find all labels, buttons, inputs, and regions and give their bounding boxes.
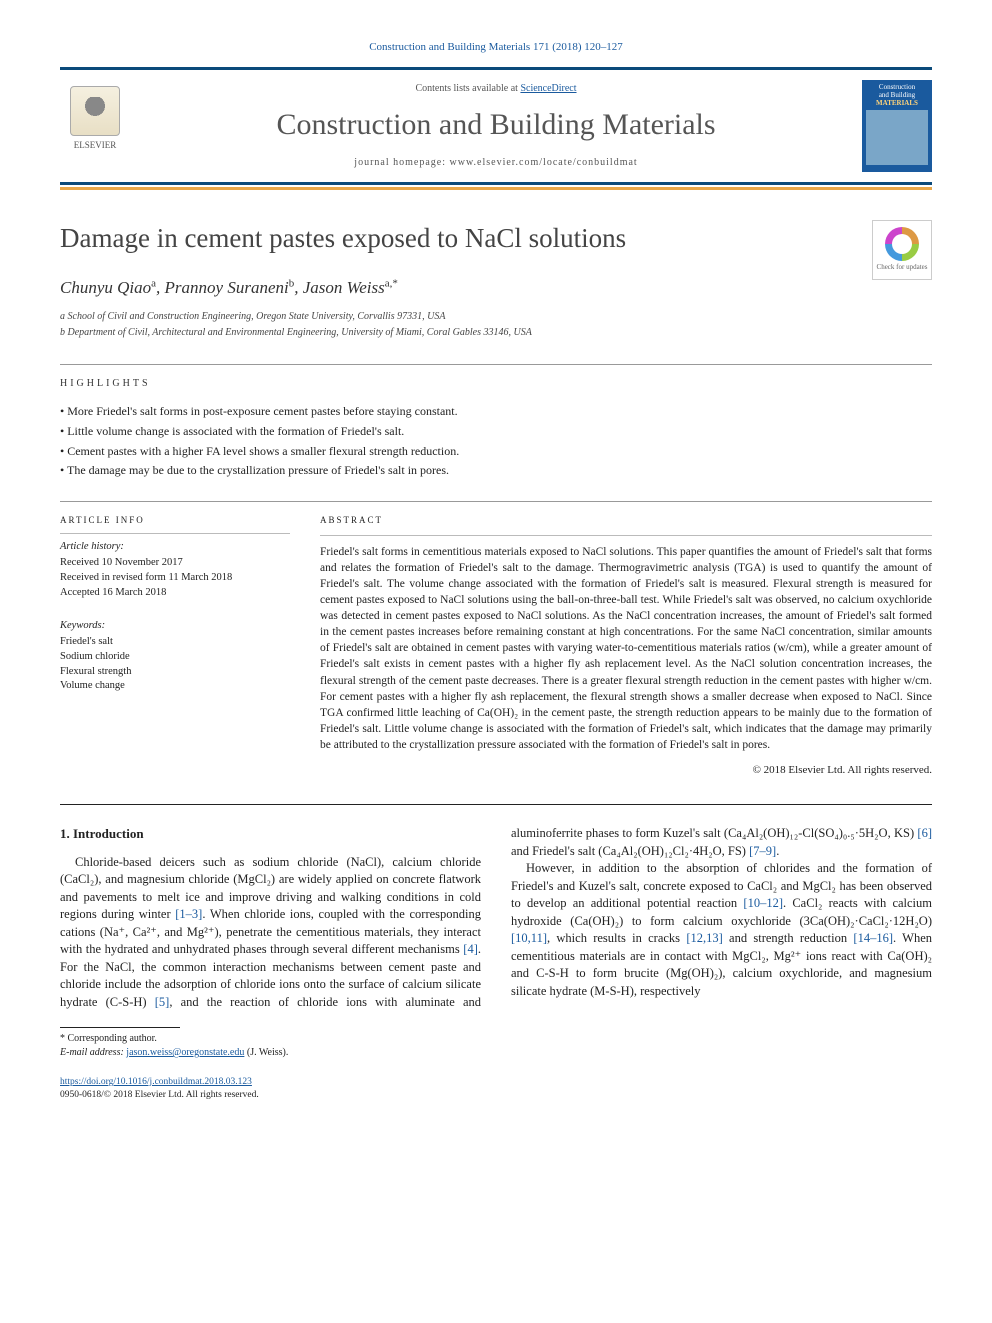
journal-homepage-line: journal homepage: www.elsevier.com/locat…: [130, 156, 862, 170]
author-2-marks: b: [289, 278, 295, 290]
article-info-heading: ARTICLE INFO: [60, 514, 290, 527]
journal-name: Construction and Building Materials: [130, 104, 862, 146]
ref-link[interactable]: [6]: [917, 826, 932, 840]
keywords-heading: Keywords:: [60, 619, 290, 634]
journal-header: ELSEVIER Contents lists available at Sci…: [60, 67, 932, 185]
article-info-column: ARTICLE INFO Article history: Received 1…: [60, 514, 290, 778]
history-line: Accepted 16 March 2018: [60, 586, 290, 601]
highlight-item: The damage may be due to the crystalliza…: [60, 462, 932, 479]
intro-text: and Friedel's salt (Ca₄Al₂(OH)₁₂Cl₂·4H₂O…: [511, 844, 749, 858]
ref-link[interactable]: [10–12]: [743, 896, 783, 910]
check-updates-label: Check for updates: [877, 263, 928, 273]
elsevier-logo: ELSEVIER: [60, 86, 130, 166]
highlight-item: More Friedel's salt forms in post-exposu…: [60, 403, 932, 420]
highlight-item: Cement pastes with a higher FA level sho…: [60, 443, 932, 460]
contents-prefix: Contents lists available at: [415, 83, 520, 94]
body-rule: [60, 804, 932, 805]
keyword: Friedel's salt: [60, 635, 290, 650]
keyword: Flexural strength: [60, 665, 290, 680]
body-text: 1. Introduction Chloride-based deicers s…: [60, 825, 932, 1011]
info-rule: [60, 533, 290, 534]
highlight-item: Little volume change is associated with …: [60, 423, 932, 440]
history-line: Received 10 November 2017: [60, 556, 290, 571]
cover-image-placeholder: [866, 110, 928, 165]
ref-link[interactable]: [5]: [155, 995, 170, 1009]
email-author: (J. Weiss).: [244, 1047, 288, 1058]
author-1: Chunyu Qiao: [60, 278, 151, 297]
ref-link[interactable]: [12,13]: [686, 931, 722, 945]
check-updates-badge[interactable]: Check for updates: [872, 220, 932, 280]
corresponding-email-link[interactable]: jason.weiss@oregonstate.edu: [126, 1047, 244, 1058]
publisher-name: ELSEVIER: [74, 139, 117, 152]
abstract-text: Friedel's salt forms in cementitious mat…: [320, 544, 932, 753]
section-rule: [60, 501, 932, 502]
abstract-heading: ABSTRACT: [320, 514, 932, 527]
author-3-marks: a,*: [385, 278, 398, 290]
orange-rule: [60, 187, 932, 190]
abstract-column: ABSTRACT Friedel's salt forms in cementi…: [320, 514, 932, 778]
author-2: Prannoy Suraneni: [165, 278, 289, 297]
abstract-rule: [320, 535, 932, 536]
sciencedirect-link[interactable]: ScienceDirect: [520, 83, 576, 94]
history-heading: Article history:: [60, 540, 290, 555]
ref-link[interactable]: [14–16]: [853, 931, 893, 945]
paper-title: Damage in cement pastes exposed to NaCl …: [60, 220, 872, 258]
ref-link[interactable]: [1–3]: [175, 907, 202, 921]
crossmark-ring-icon: [885, 227, 919, 261]
elsevier-tree-icon: [70, 86, 120, 136]
highlights-section: HIGHLIGHTS More Friedel's salt forms in …: [60, 377, 932, 479]
intro-text: .: [776, 844, 779, 858]
contents-available-line: Contents lists available at ScienceDirec…: [130, 82, 862, 96]
highlights-heading: HIGHLIGHTS: [60, 377, 932, 391]
intro-text: , which results in cracks: [547, 931, 686, 945]
doi-link[interactable]: https://doi.org/10.1016/j.conbuildmat.20…: [60, 1077, 252, 1087]
email-line: E-mail address: jason.weiss@oregonstate.…: [60, 1046, 932, 1060]
affiliation-b: b Department of Civil, Architectural and…: [60, 326, 872, 340]
footnote-rule: [60, 1027, 180, 1028]
email-label: E-mail address:: [60, 1047, 126, 1058]
ref-link[interactable]: [10,11]: [511, 931, 547, 945]
history-line: Received in revised form 11 March 2018: [60, 571, 290, 586]
section-rule: [60, 364, 932, 365]
introduction-heading: 1. Introduction: [60, 825, 481, 843]
intro-paragraph-2: However, in addition to the absorption o…: [511, 860, 932, 1000]
citation-line: Construction and Building Materials 171 …: [60, 40, 932, 55]
journal-cover-thumbnail: Construction and Building MATERIALS: [862, 80, 932, 172]
keyword: Sodium chloride: [60, 650, 290, 665]
homepage-url[interactable]: www.elsevier.com/locate/conbuildmat: [450, 157, 638, 168]
author-list: Chunyu Qiaoa, Prannoy Suranenib, Jason W…: [60, 276, 872, 300]
abstract-copyright: © 2018 Elsevier Ltd. All rights reserved…: [320, 763, 932, 778]
ref-link[interactable]: [4]: [463, 942, 478, 956]
cover-title-line3: MATERIALS: [866, 100, 928, 108]
author-3: Jason Weiss: [303, 278, 385, 297]
doi-block: https://doi.org/10.1016/j.conbuildmat.20…: [60, 1076, 932, 1103]
homepage-prefix: journal homepage:: [354, 157, 449, 168]
author-1-marks: a: [151, 278, 156, 290]
keyword: Volume change: [60, 679, 290, 694]
intro-text: and strength reduction: [723, 931, 854, 945]
issn-copyright: 0950-0618/© 2018 Elsevier Ltd. All right…: [60, 1090, 259, 1100]
ref-link[interactable]: [7–9]: [749, 844, 776, 858]
corresponding-author-note: * Corresponding author.: [60, 1032, 932, 1046]
affiliation-a: a School of Civil and Construction Engin…: [60, 310, 872, 324]
